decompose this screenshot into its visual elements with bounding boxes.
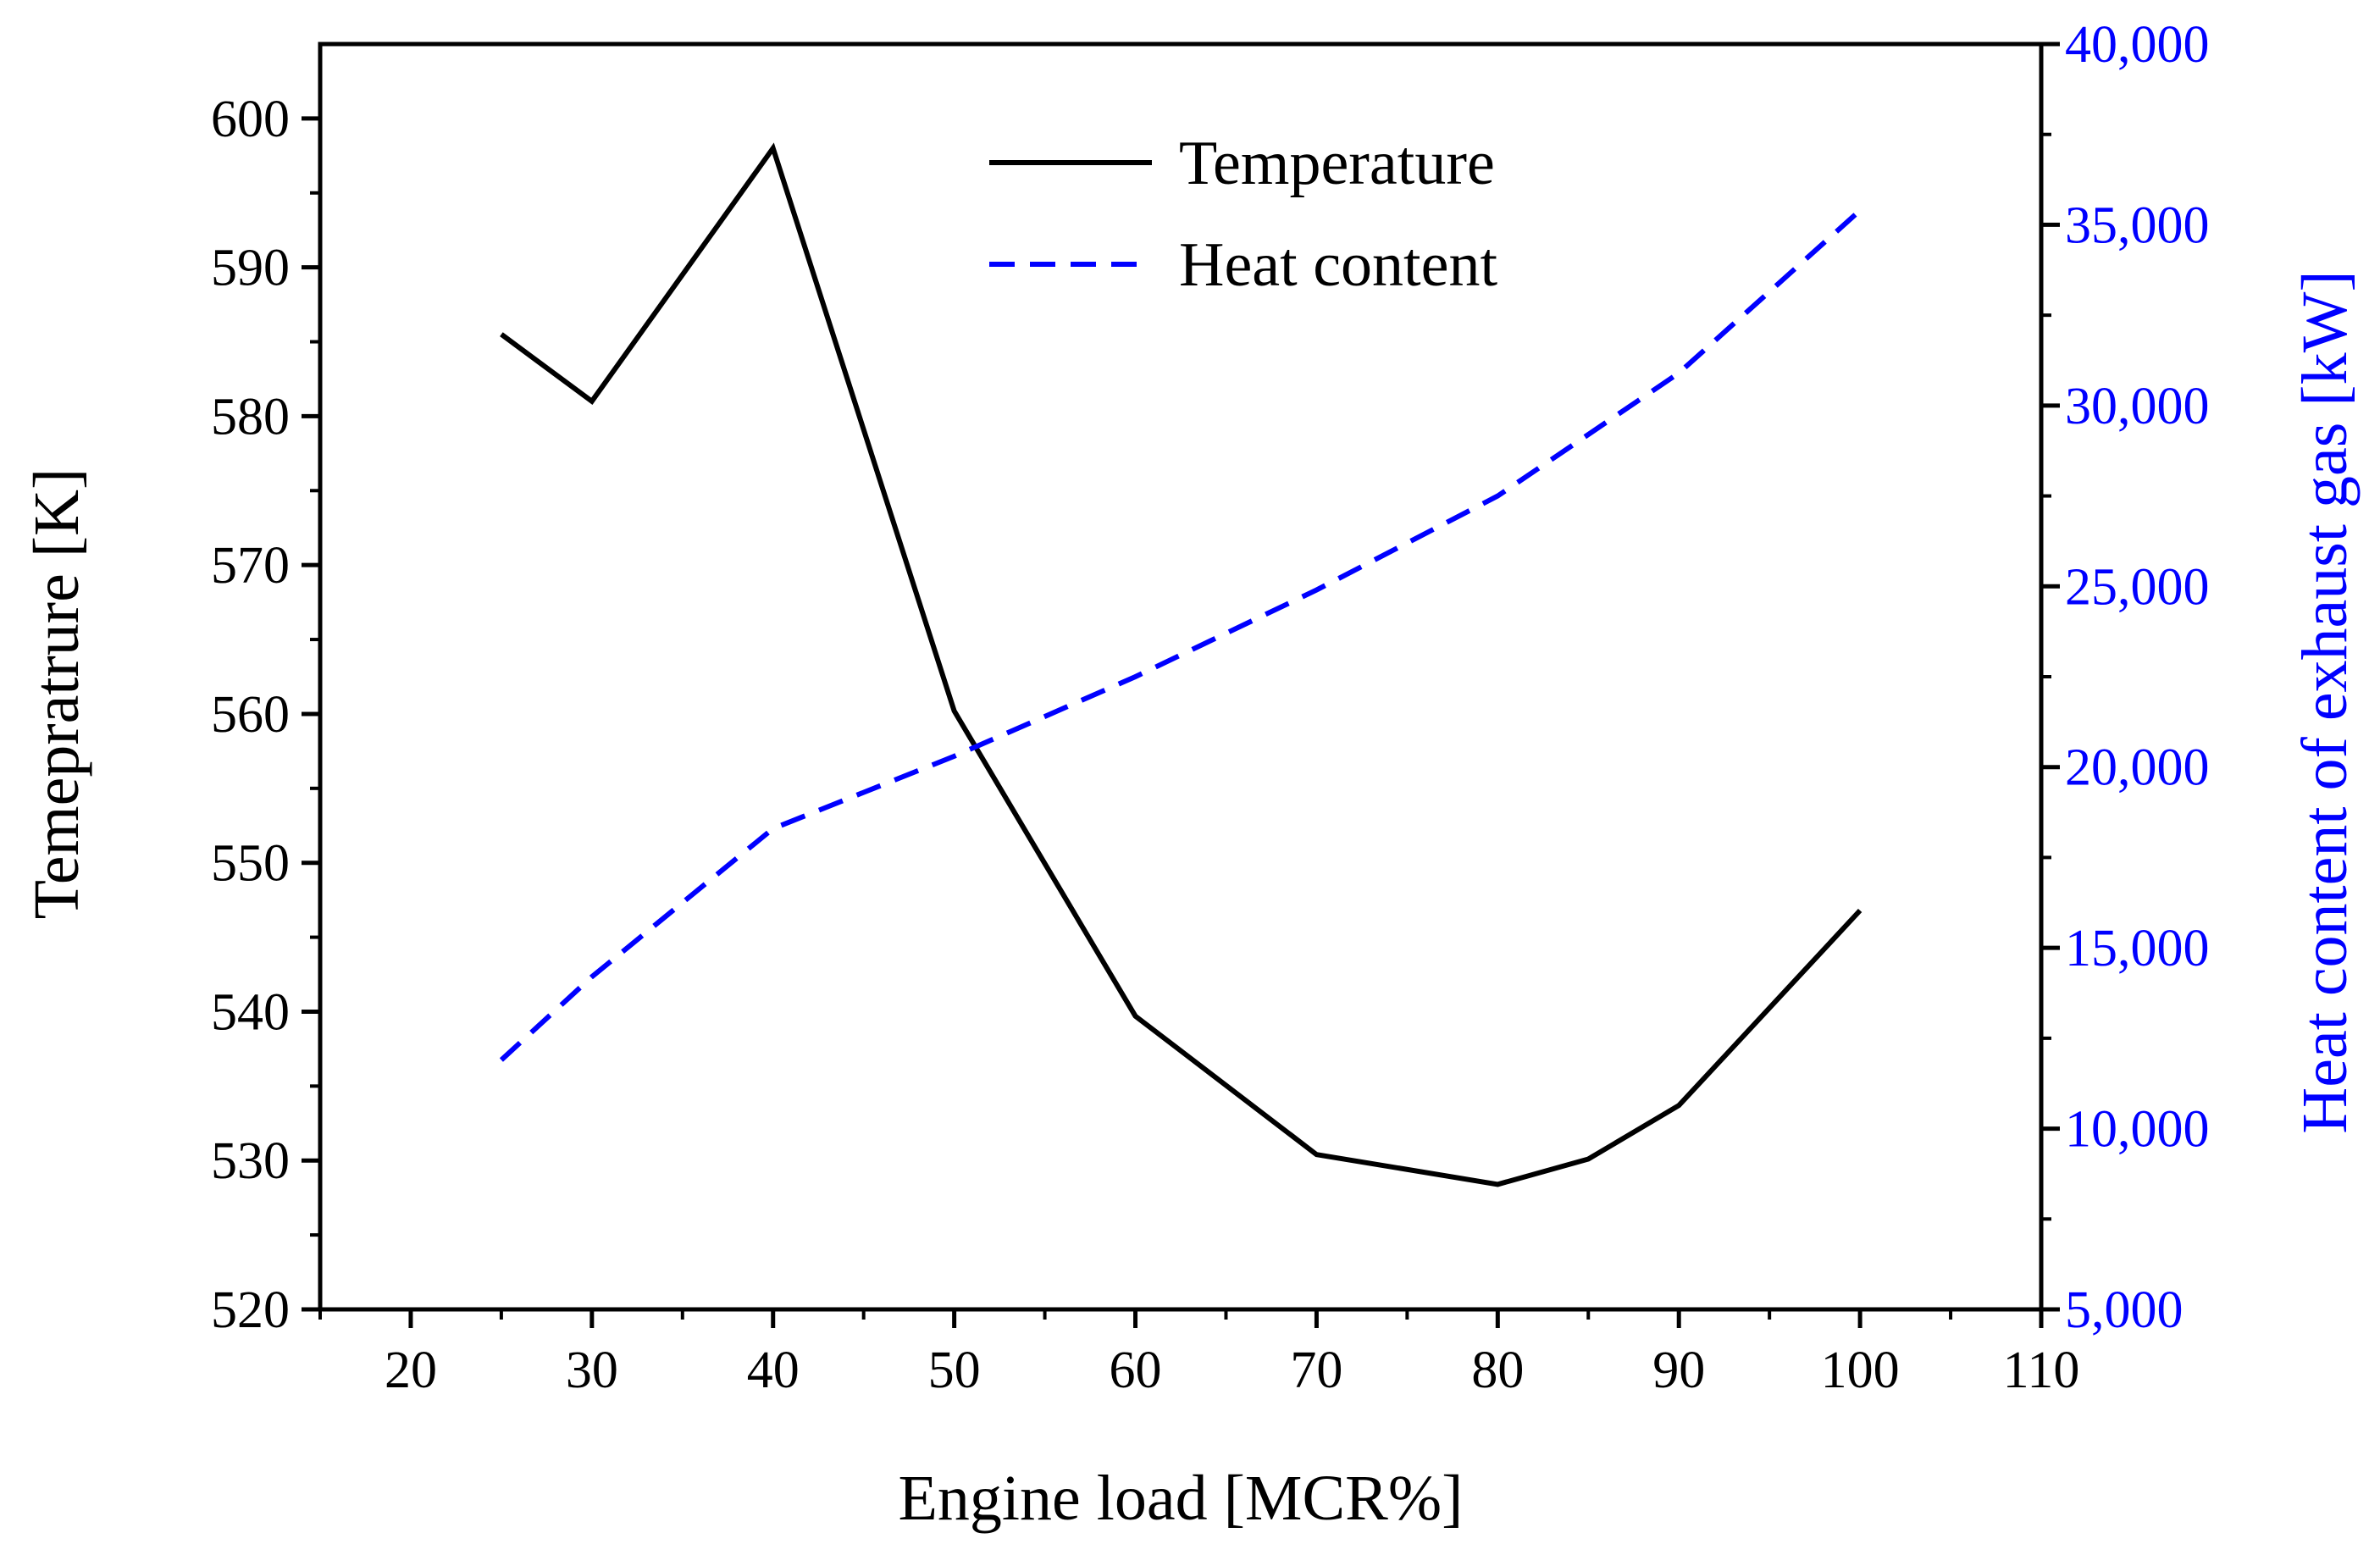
series-line-temperature [500,142,1862,1187]
x-axis-title: Engine load [MCR%] [898,1463,1463,1534]
right-y-tick-label: 40,000 [2065,16,2210,74]
right-y-tick-label: 10,000 [2065,1101,2210,1159]
x-tick-label: 40 [747,1342,800,1399]
left-y-tick-label: 590 [211,240,290,297]
x-tick-label: 70 [1290,1342,1342,1399]
left-y-tick-label: 540 [211,983,290,1041]
legend: Temperature Heat content [989,129,1497,300]
right-y-tick-label: 25,000 [2065,558,2210,616]
x-tick-label: 30 [566,1342,618,1399]
right-y-tick-label: 20,000 [2065,739,2210,797]
x-tick-label: 50 [928,1342,981,1399]
left-y-tick-label: 530 [211,1132,290,1190]
x-tick-label: 60 [1110,1342,1162,1399]
x-tick-label: 80 [1471,1342,1524,1399]
x-tick-label: 20 [385,1342,437,1399]
left-y-tick-label: 560 [211,686,290,744]
x-tick-label: 110 [2003,1342,2080,1399]
x-tick-label: 100 [1821,1342,1900,1399]
right-y-tick-label: 30,000 [2065,378,2210,435]
x-tick-label: 90 [1652,1342,1705,1399]
legend-label-temperature: Temperature [1179,129,1495,198]
right-y-tick-label: 15,000 [2065,920,2210,977]
right-y-tick-label: 5,000 [2065,1281,2184,1339]
series-line-heat-content [499,208,1862,1062]
left-y-axis-title: Temepratrure [K] [21,468,92,920]
legend-label-heat-content: Heat content [1179,230,1497,300]
left-y-tick-label: 520 [211,1281,290,1339]
left-y-tick-label: 580 [211,388,290,445]
right-y-tick-label: 35,000 [2065,196,2210,254]
right-y-axis-title: Heat content of exhaust gas [kW] [2289,270,2361,1133]
left-y-tick-label: 600 [211,91,290,148]
left-y-tick-label: 570 [211,537,290,595]
left-y-tick-label: 550 [211,835,290,893]
